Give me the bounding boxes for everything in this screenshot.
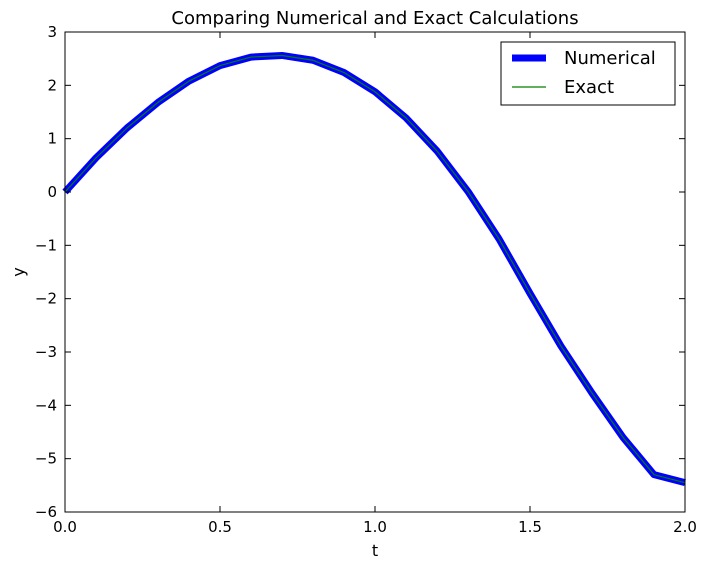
y-tick-label: 0 [47,183,57,201]
y-axis: 3 2 1 0 −1 −2 −3 −4 −5 −6 [35,23,685,521]
x-axis-label: t [372,541,378,560]
legend-box [500,41,676,106]
y-tick-label: −2 [35,290,57,308]
y-tick-label: 3 [47,23,57,41]
y-tick-label: −4 [35,396,57,414]
x-tick-label: 1.0 [363,518,387,536]
x-tick-label: 1.5 [518,518,542,536]
y-tick-label: −3 [35,343,57,361]
x-tick-label: 2.0 [673,518,697,536]
y-tick-label: −5 [35,450,57,468]
plot-frame [65,32,685,512]
x-axis: 0.0 0.5 1.0 1.5 2.0 [53,32,697,536]
legend: Numerical Exact [500,41,676,106]
series-lines [62,51,686,487]
y-axis-label: y [9,267,28,276]
legend-label-numerical: Numerical [564,48,656,69]
legend-label-exact: Exact [564,77,614,98]
x-tick-label: 0.0 [53,518,77,536]
chart-title: Comparing Numerical and Exact Calculatio… [171,8,578,29]
y-tick-label: −1 [35,236,57,254]
y-tick-label: −6 [35,503,57,521]
y-tick-label: 2 [47,76,57,94]
y-tick-label: 1 [47,130,57,148]
plot-area [65,32,685,512]
series-line-exact [64,54,686,484]
x-tick-label: 0.5 [208,518,232,536]
